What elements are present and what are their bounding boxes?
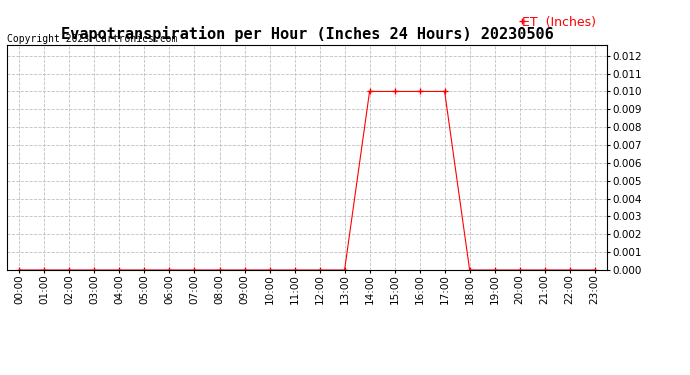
ET  (Inches) <box>591 268 599 272</box>
ET  (Inches) <box>290 268 299 272</box>
ET  (Inches) <box>515 268 524 272</box>
ET  (Inches) <box>415 89 424 94</box>
ET  (Inches) <box>166 268 174 272</box>
ET  (Inches) <box>15 268 23 272</box>
ET  (Inches) <box>491 268 499 272</box>
ET  (Inches) <box>266 268 274 272</box>
Text: Copyright 2023 Cartronics.com: Copyright 2023 Cartronics.com <box>7 34 177 44</box>
ET  (Inches) <box>90 268 99 272</box>
Legend: ET  (Inches): ET (Inches) <box>517 11 601 34</box>
Line: ET  (Inches): ET (Inches) <box>17 88 598 273</box>
ET  (Inches) <box>40 268 48 272</box>
ET  (Inches) <box>140 268 148 272</box>
ET  (Inches) <box>190 268 199 272</box>
ET  (Inches) <box>440 89 449 94</box>
ET  (Inches) <box>340 268 348 272</box>
ET  (Inches) <box>366 89 374 94</box>
ET  (Inches) <box>466 268 474 272</box>
ET  (Inches) <box>66 268 74 272</box>
ET  (Inches) <box>315 268 324 272</box>
ET  (Inches) <box>540 268 549 272</box>
ET  (Inches) <box>215 268 224 272</box>
ET  (Inches) <box>391 89 399 94</box>
Title: Evapotranspiration per Hour (Inches 24 Hours) 20230506: Evapotranspiration per Hour (Inches 24 H… <box>61 27 553 42</box>
ET  (Inches) <box>240 268 248 272</box>
ET  (Inches) <box>566 268 574 272</box>
ET  (Inches) <box>115 268 124 272</box>
